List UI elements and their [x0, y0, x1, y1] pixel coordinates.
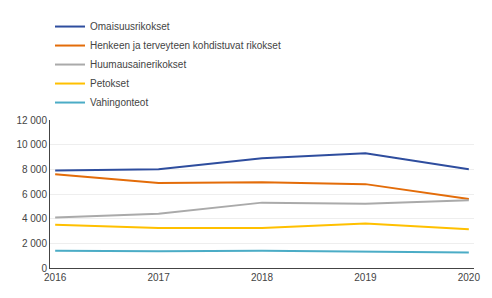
- svg-text:Vahingonteot: Vahingonteot: [90, 97, 148, 108]
- svg-text:2 000: 2 000: [22, 238, 47, 249]
- svg-text:2020: 2020: [458, 272, 481, 283]
- svg-text:4 000: 4 000: [22, 213, 47, 224]
- svg-text:12 000: 12 000: [16, 115, 47, 126]
- svg-text:10 000: 10 000: [16, 139, 47, 150]
- svg-text:2018: 2018: [251, 272, 274, 283]
- svg-text:8 000: 8 000: [22, 164, 47, 175]
- svg-text:2019: 2019: [354, 272, 377, 283]
- svg-text:Huumausainerikokset: Huumausainerikokset: [90, 59, 186, 70]
- svg-text:Omaisuusrikokset: Omaisuusrikokset: [90, 21, 170, 32]
- svg-text:Petokset: Petokset: [90, 78, 129, 89]
- svg-text:0: 0: [41, 263, 47, 274]
- svg-text:Henkeen ja terveyteen kohdistu: Henkeen ja terveyteen kohdistuvat rikoks…: [90, 40, 281, 51]
- svg-text:2017: 2017: [147, 272, 170, 283]
- svg-text:2016: 2016: [44, 272, 67, 283]
- svg-text:6 000: 6 000: [22, 189, 47, 200]
